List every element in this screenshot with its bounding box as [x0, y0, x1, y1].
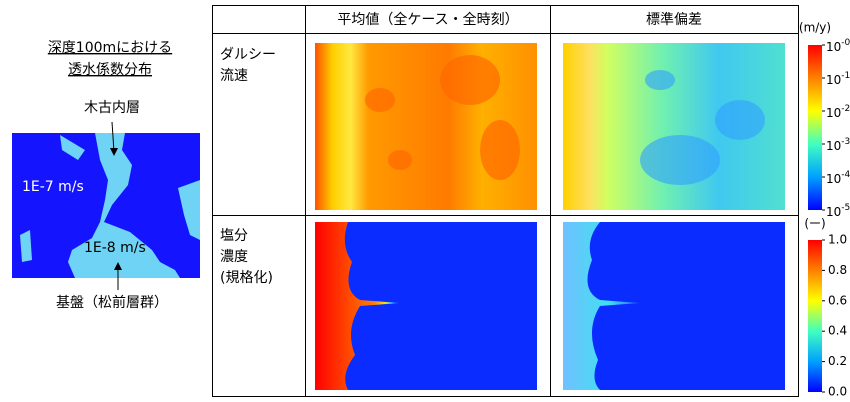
colorbar-unit: (m/y) [799, 21, 831, 35]
colorbar [808, 240, 822, 392]
label-exponent: -0 [841, 38, 850, 48]
label-exponent: -1 [841, 71, 850, 81]
colorbar-label: 10-4 [826, 170, 850, 186]
figure: 深度100mにおける 透水係数分布 木古内層 1E-7 m/s 1E-8 m/s… [0, 0, 850, 398]
colorbar-label: 0.4 [828, 324, 847, 338]
colorbar-label: 1.0 [828, 233, 847, 247]
colorbar-label: 0.8 [828, 263, 847, 277]
zone-label: 1E-8 m/s [84, 240, 146, 256]
colorbar-unit: (ー) [804, 217, 825, 231]
label-exponent: -2 [841, 104, 850, 114]
label-exponent: -4 [841, 170, 850, 180]
colorbar-label: 0.6 [828, 293, 847, 307]
label-base: 10 [826, 106, 841, 120]
colorbar-ticks: 10-010-110-210-310-410-51.00.80.60.40.20… [822, 38, 850, 399]
label-base: 10 [826, 73, 841, 87]
column-header: 平均値（全ケース・全時刻） [337, 11, 518, 28]
label-base: 10 [826, 205, 841, 219]
label-exponent: -5 [841, 203, 850, 213]
colorbar-label: 10-0 [826, 38, 850, 54]
row-label: (規格化) [220, 270, 273, 286]
row-label: 濃度 [220, 249, 248, 265]
label-base: 10 [826, 139, 841, 153]
colorbar-label: 0.2 [828, 354, 847, 368]
panel-title: 透水係数分布 [68, 62, 152, 78]
label-base: 10 [826, 172, 841, 186]
colorbar-label: 0.0 [828, 385, 847, 399]
layer-label: 木古内層 [84, 100, 140, 116]
panel-title: 深度100mにおける [48, 40, 172, 56]
layer-label: 基盤（松前層群） [56, 294, 168, 311]
column-header: 標準偏差 [646, 12, 702, 28]
colorbar-label: 10-1 [826, 71, 850, 87]
colorbar-label: 10-3 [826, 137, 850, 153]
row-label: 流速 [220, 68, 248, 84]
colorbar-label: 10-5 [826, 203, 850, 219]
zone-label: 1E-7 m/s [22, 179, 84, 195]
row-label: ダルシー [220, 47, 276, 63]
row-label: 塩分 [220, 228, 248, 244]
label-base: 10 [826, 40, 841, 54]
colorbar [808, 45, 822, 210]
colorbar-label: 10-2 [826, 104, 850, 120]
label-exponent: -3 [841, 137, 850, 147]
